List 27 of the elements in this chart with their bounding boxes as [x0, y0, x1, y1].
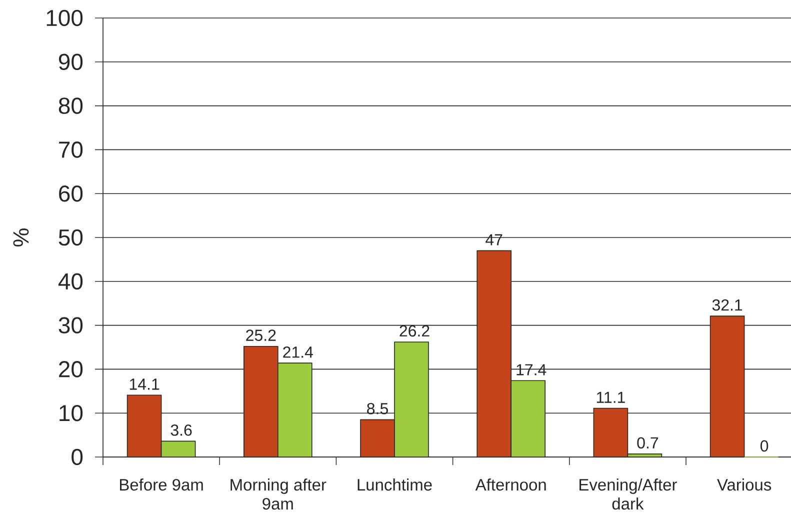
x-tick-label: Before 9am — [120, 478, 203, 491]
y-tick-label: 70 — [59, 142, 83, 158]
y-tick-label: 20 — [59, 361, 83, 378]
y-tick-label: 100 — [46, 10, 83, 26]
y-tick-label: 30 — [58, 317, 83, 334]
x-tick-label: Afternoon — [475, 478, 546, 491]
data-label: 0.7 — [637, 437, 658, 449]
y-axis-title: % — [13, 228, 29, 246]
x-tick-label: Morning after 9am — [230, 478, 326, 510]
y-tick-label: 10 — [60, 404, 83, 422]
y-tick-label: 80 — [58, 98, 83, 114]
data-label: 26.2 — [400, 325, 430, 337]
y-tick-label: 60 — [59, 185, 83, 202]
data-label: 25.2 — [246, 330, 276, 341]
data-label: 11.1 — [596, 392, 625, 403]
data-label: 14.1 — [130, 378, 160, 390]
y-tick-label: 50 — [58, 229, 83, 246]
data-label: 3.6 — [170, 424, 192, 436]
x-tick-label: Various — [717, 478, 772, 491]
x-tick-label: Lunchtime — [358, 478, 432, 491]
data-label: 21.4 — [283, 346, 314, 358]
data-label: 0 — [760, 440, 768, 452]
y-tick-label: 90 — [58, 54, 83, 70]
y-tick-label: 40 — [58, 273, 83, 290]
x-tick-label: Evening/After dark — [580, 478, 677, 510]
y-tick-label: 0 — [72, 448, 83, 466]
data-label: 32.1 — [712, 299, 742, 311]
